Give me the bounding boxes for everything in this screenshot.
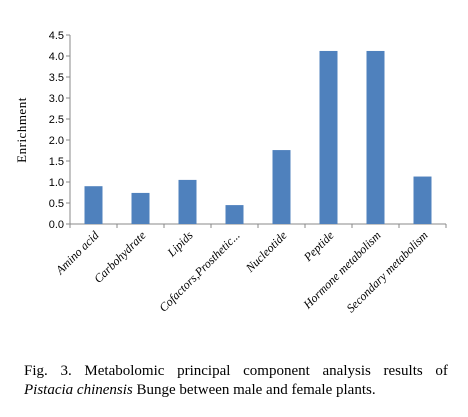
caption-word: Fig.: [24, 363, 48, 379]
y-tick-label: 4.5: [49, 30, 64, 42]
bar: [178, 179, 197, 224]
y-tick-label: 1.5: [49, 156, 64, 168]
x-tick-label: Cofactors,Prosthetic...: [156, 228, 242, 314]
x-tick-label: Amino acid: [52, 228, 102, 278]
caption-word: analysis: [322, 363, 371, 379]
bars: [84, 50, 432, 225]
y-tick-label: 1.0: [49, 177, 64, 189]
caption-word: Metabolomic: [84, 363, 165, 379]
bar: [225, 205, 244, 224]
bar: [131, 192, 150, 224]
enrichment-bar-chart: Enrichment 0.0 0.5 1.0 1.5 2.0 2.5 3.0 3.5 4.0 4.…: [14, 30, 447, 316]
axes: [69, 35, 447, 228]
y-tick-label: 0.5: [49, 198, 64, 210]
caption-word: principal: [177, 363, 231, 379]
y-tick-label: 0.0: [49, 219, 64, 231]
x-tick-label: Nucleotide: [242, 228, 290, 276]
x-tick-label: Secondary metabolism: [344, 228, 431, 315]
y-ticks: 0.0 0.5 1.0 1.5 2.0 2.5 3.0 3.5 4.0 4.5: [49, 30, 70, 231]
bar: [413, 176, 432, 224]
x-tick-label: Peptide: [300, 228, 337, 265]
x-tick-label: Hormone metabolism: [300, 228, 384, 312]
caption-word: component: [243, 363, 310, 379]
bar: [319, 50, 338, 225]
y-tick-label: 2.0: [49, 135, 64, 147]
y-tick-label: 2.5: [49, 114, 64, 126]
x-tick-label: Lipids: [164, 228, 196, 260]
figure-caption: Fig. 3. Metabolomic principal component analy…: [24, 362, 448, 400]
y-tick-label: 4.0: [49, 51, 64, 63]
caption-line-1: Fig. 3. Metabolomic principal component analy…: [24, 362, 448, 381]
caption-rest: Bunge between male and female plants.: [132, 382, 376, 398]
caption-word: of: [435, 363, 448, 379]
y-tick-label: 3.5: [49, 72, 64, 84]
caption-word: results: [383, 363, 423, 379]
y-tick-label: 3.0: [49, 93, 64, 105]
caption-species: Pistacia chinensis: [24, 382, 133, 398]
bar: [84, 186, 103, 224]
caption-line-2: Pistacia chinensis Bunge between male an…: [24, 381, 448, 400]
bar: [272, 150, 291, 224]
caption-word: 3.: [60, 363, 72, 379]
bar: [366, 50, 385, 225]
y-axis-label: Enrichment: [14, 97, 29, 163]
